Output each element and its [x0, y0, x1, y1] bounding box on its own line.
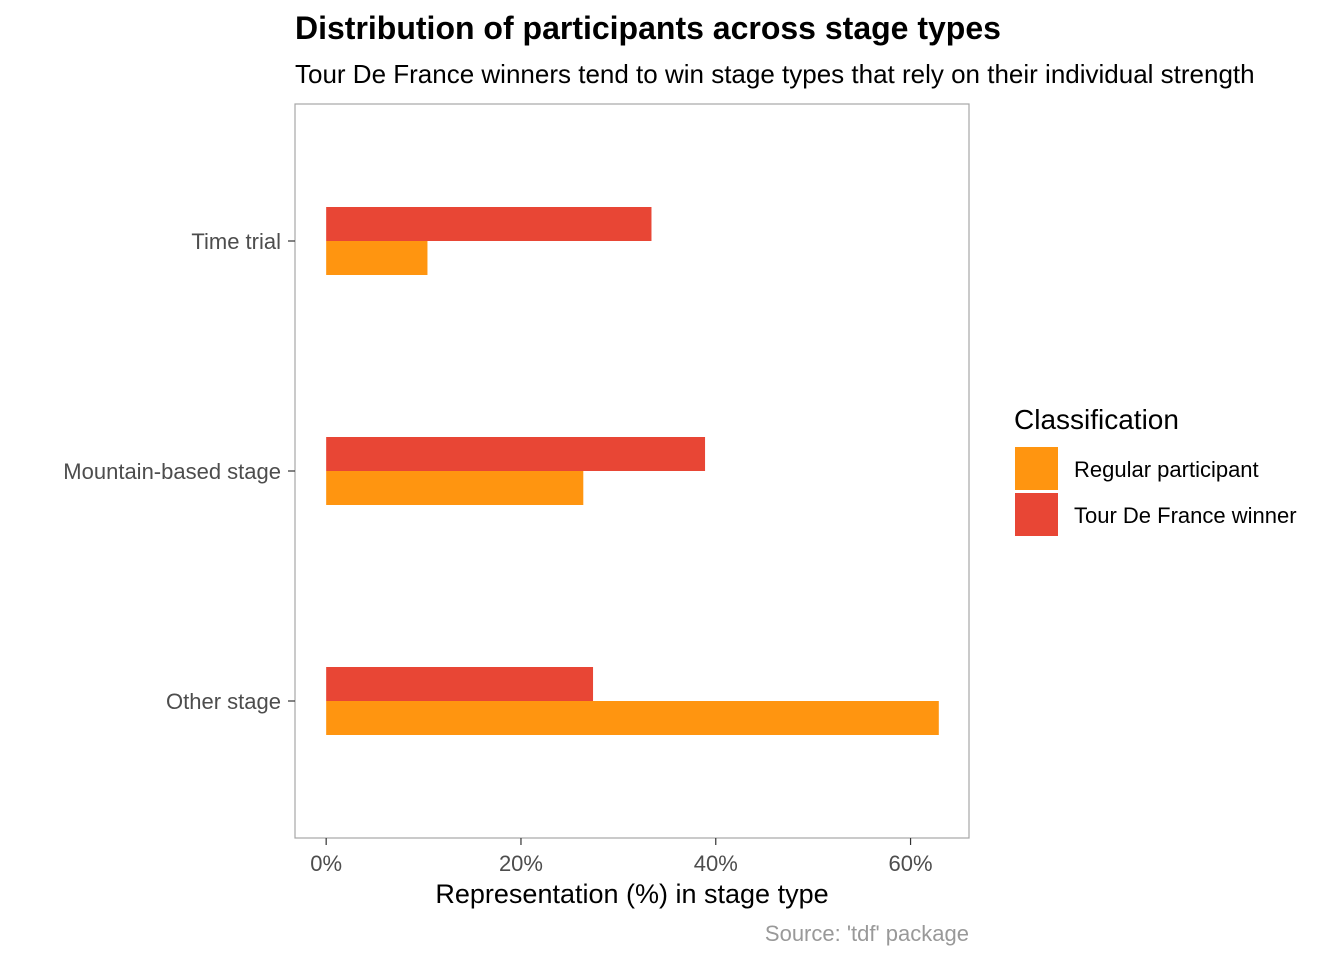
x-tick-label: 40%: [694, 851, 738, 876]
chart-caption: Source: 'tdf' package: [765, 921, 969, 946]
legend-title: Classification: [1014, 404, 1179, 435]
bar-winner-2: [326, 667, 594, 701]
legend-key-winner: [1015, 493, 1058, 536]
y-tick-label: Time trial: [191, 229, 281, 254]
x-tick-label: 60%: [889, 851, 933, 876]
bar-regular-1: [326, 471, 584, 505]
x-tick-label: 0%: [310, 851, 342, 876]
y-tick-label: Other stage: [166, 689, 281, 714]
y-tick-label: Mountain-based stage: [63, 459, 281, 484]
bar-regular-2: [326, 701, 939, 735]
x-tick-label: 20%: [499, 851, 543, 876]
bar-winner-0: [326, 207, 652, 241]
x-axis-title: Representation (%) in stage type: [435, 879, 828, 909]
legend-label: Regular participant: [1074, 457, 1259, 482]
legend-label: Tour De France winner: [1074, 503, 1297, 528]
bar-regular-0: [326, 241, 428, 275]
chart-subtitle: Tour De France winners tend to win stage…: [295, 59, 1255, 89]
chart-title: Distribution of participants across stag…: [295, 10, 1001, 46]
bar-winner-1: [326, 437, 706, 471]
legend-key-regular: [1015, 447, 1058, 490]
